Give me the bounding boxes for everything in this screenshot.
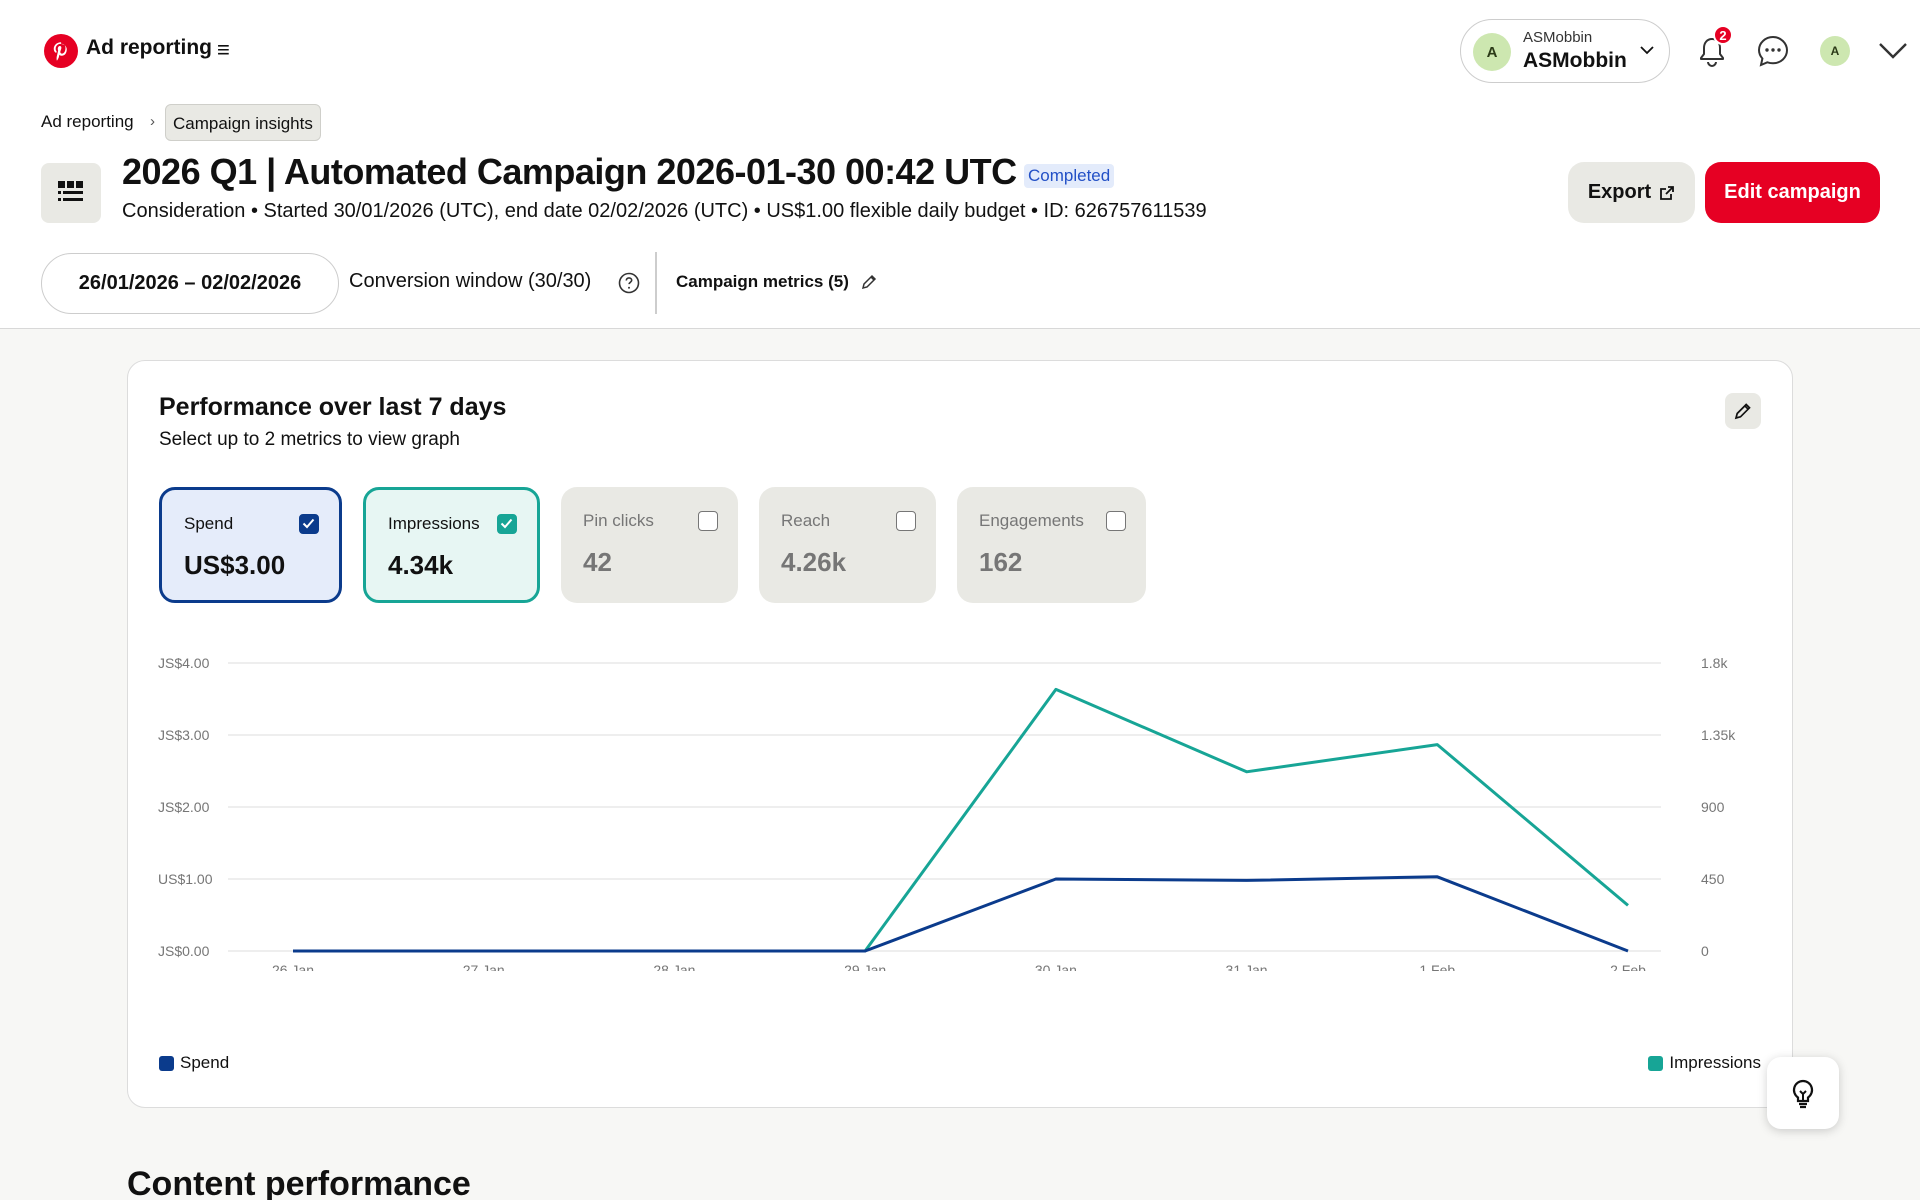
checkbox-checked[interactable] <box>497 514 517 534</box>
legend-spend: Spend <box>159 1053 229 1073</box>
breadcrumb-separator-icon: › <box>150 113 155 130</box>
legend-label: Impressions <box>1669 1053 1761 1072</box>
y-axis-left-tick: JS$2.00 <box>158 799 210 815</box>
y-axis-left-tick: US$1.00 <box>158 871 213 887</box>
checkbox[interactable] <box>698 511 718 531</box>
x-axis-tick: 26 Jan <box>272 962 314 971</box>
performance-chart: JS$0.00 0 US$1.00 450 JS$2.00 900 JS$3.00 1.35k… <box>158 655 1736 971</box>
account-avatar: A <box>1473 33 1511 71</box>
edit-metrics-button[interactable] <box>1725 393 1761 429</box>
metric-value: 42 <box>583 547 612 577</box>
export-label: Export <box>1587 181 1652 203</box>
user-avatar[interactable]: A <box>1820 36 1850 66</box>
y-axis-right-tick: 900 <box>1701 799 1725 815</box>
metric-value: 4.34k <box>388 550 454 580</box>
x-axis-tick: 1 Feb <box>1419 962 1455 971</box>
y-axis-right-tick: 1.8k <box>1701 655 1728 671</box>
checkbox-checked[interactable] <box>299 514 319 534</box>
edit-campaign-button[interactable]: Edit campaign <box>1705 162 1880 223</box>
x-axis-tick: 29 Jan <box>844 962 886 971</box>
campaign-details: Consideration • Started 30/01/2026 (UTC)… <box>122 200 1207 222</box>
account-name: ASMobbin <box>1523 49 1627 72</box>
x-axis-tick: 27 Jan <box>463 962 505 971</box>
date-range-picker[interactable]: 26/01/2026 – 02/02/2026 <box>41 253 339 314</box>
chat-icon[interactable] <box>1756 34 1790 68</box>
x-axis-tick: 2 Feb <box>1610 962 1646 971</box>
metric-label: Engagements <box>979 511 1084 530</box>
performance-title: Performance over last 7 days <box>159 393 507 421</box>
conversion-window[interactable]: Conversion window (30/30) <box>349 270 592 292</box>
legend-label: Spend <box>180 1053 230 1072</box>
top-bar: Ad reporting ≡ A ASMobbin ASMobbin 2 A <box>0 0 1920 100</box>
metric-card-engagements[interactable]: Engagements 162 <box>957 487 1146 603</box>
section-divider <box>0 328 1920 329</box>
y-axis-right-tick: 1.35k <box>1701 727 1736 743</box>
metric-label: Spend <box>184 514 234 533</box>
legend-impressions: Impressions <box>1648 1053 1761 1073</box>
legend-swatch <box>159 1055 174 1071</box>
x-axis-tick: 28 Jan <box>653 962 695 971</box>
metric-value: 4.26k <box>781 547 847 577</box>
pencil-icon[interactable] <box>860 273 878 291</box>
account-name-small: ASMobbin <box>1523 29 1593 46</box>
chevron-down-icon[interactable] <box>1878 38 1908 64</box>
series-line-spend <box>293 875 1629 953</box>
menu-icon[interactable]: ≡ <box>217 37 230 62</box>
notification-badge: 2 <box>1713 25 1733 45</box>
status-badge: Completed <box>1024 164 1115 188</box>
checkbox[interactable] <box>896 511 916 531</box>
content-performance-title: Content performance <box>127 1165 471 1200</box>
lightbulb-help-button[interactable] <box>1767 1057 1839 1129</box>
pinterest-logo-icon[interactable] <box>44 34 78 68</box>
metric-label: Pin clicks <box>583 511 654 530</box>
y-axis-right-tick: 0 <box>1701 943 1709 959</box>
lightbulb-icon <box>1792 1079 1814 1109</box>
metric-label: Impressions <box>388 514 480 533</box>
account-switcher[interactable]: A ASMobbin ASMobbin <box>1460 19 1670 83</box>
y-axis-left-tick: JS$3.00 <box>158 727 210 743</box>
help-icon[interactable] <box>618 272 640 294</box>
external-link-icon <box>1660 185 1675 200</box>
x-axis-tick: 30 Jan <box>1035 962 1077 971</box>
breadcrumb-campaign-insights[interactable]: Campaign insights <box>165 104 321 141</box>
metric-value: US$3.00 <box>184 550 286 580</box>
divider <box>655 252 657 314</box>
x-axis-tick: 31 Jan <box>1226 962 1268 971</box>
metric-card-impressions[interactable]: Impressions 4.34k <box>363 487 540 603</box>
y-axis-right-tick: 450 <box>1701 871 1725 887</box>
campaign-icon <box>41 163 101 223</box>
series-line-impressions <box>293 687 1629 953</box>
metric-card-pin-clicks[interactable]: Pin clicks 42 <box>561 487 738 603</box>
metric-card-reach[interactable]: Reach 4.26k <box>759 487 936 603</box>
export-button[interactable]: Export <box>1568 162 1695 223</box>
app-title: Ad reporting <box>86 36 212 59</box>
performance-subtitle: Select up to 2 metrics to view graph <box>159 429 460 450</box>
legend-swatch <box>1648 1055 1664 1071</box>
y-axis-left-tick: JS$0.00 <box>158 943 210 959</box>
metric-card-spend[interactable]: Spend US$3.00 <box>159 487 342 603</box>
performance-card: Performance over last 7 days Select up t… <box>127 360 1793 1108</box>
page-title: 2026 Q1 | Automated Campaign 2026-01-30 … <box>122 151 1017 192</box>
chevron-down-icon <box>1640 46 1654 55</box>
campaign-metrics-link[interactable]: Campaign metrics (5) <box>676 272 849 291</box>
metric-label: Reach <box>781 511 831 530</box>
metric-value: 162 <box>979 547 1023 577</box>
checkbox[interactable] <box>1106 511 1126 531</box>
y-axis-left-tick: JS$4.00 <box>158 655 210 671</box>
pencil-icon <box>1734 403 1751 420</box>
breadcrumb-ad-reporting[interactable]: Ad reporting <box>41 112 134 131</box>
